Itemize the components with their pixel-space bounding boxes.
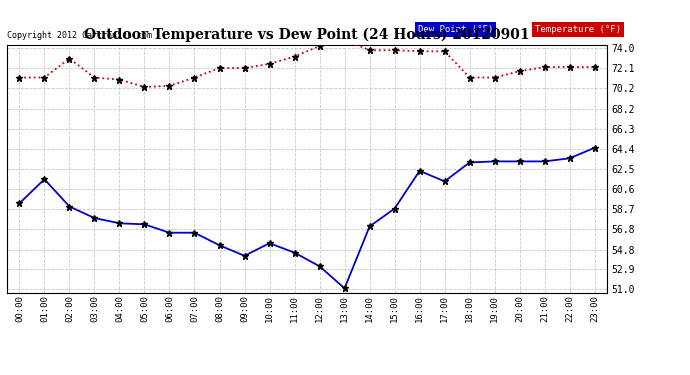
- Text: Copyright 2012 Cartronics.com: Copyright 2012 Cartronics.com: [7, 31, 152, 40]
- Text: Temperature (°F): Temperature (°F): [535, 25, 621, 34]
- Title: Outdoor Temperature vs Dew Point (24 Hours) 20120901: Outdoor Temperature vs Dew Point (24 Hou…: [84, 28, 530, 42]
- Text: Dew Point (°F): Dew Point (°F): [418, 25, 493, 34]
